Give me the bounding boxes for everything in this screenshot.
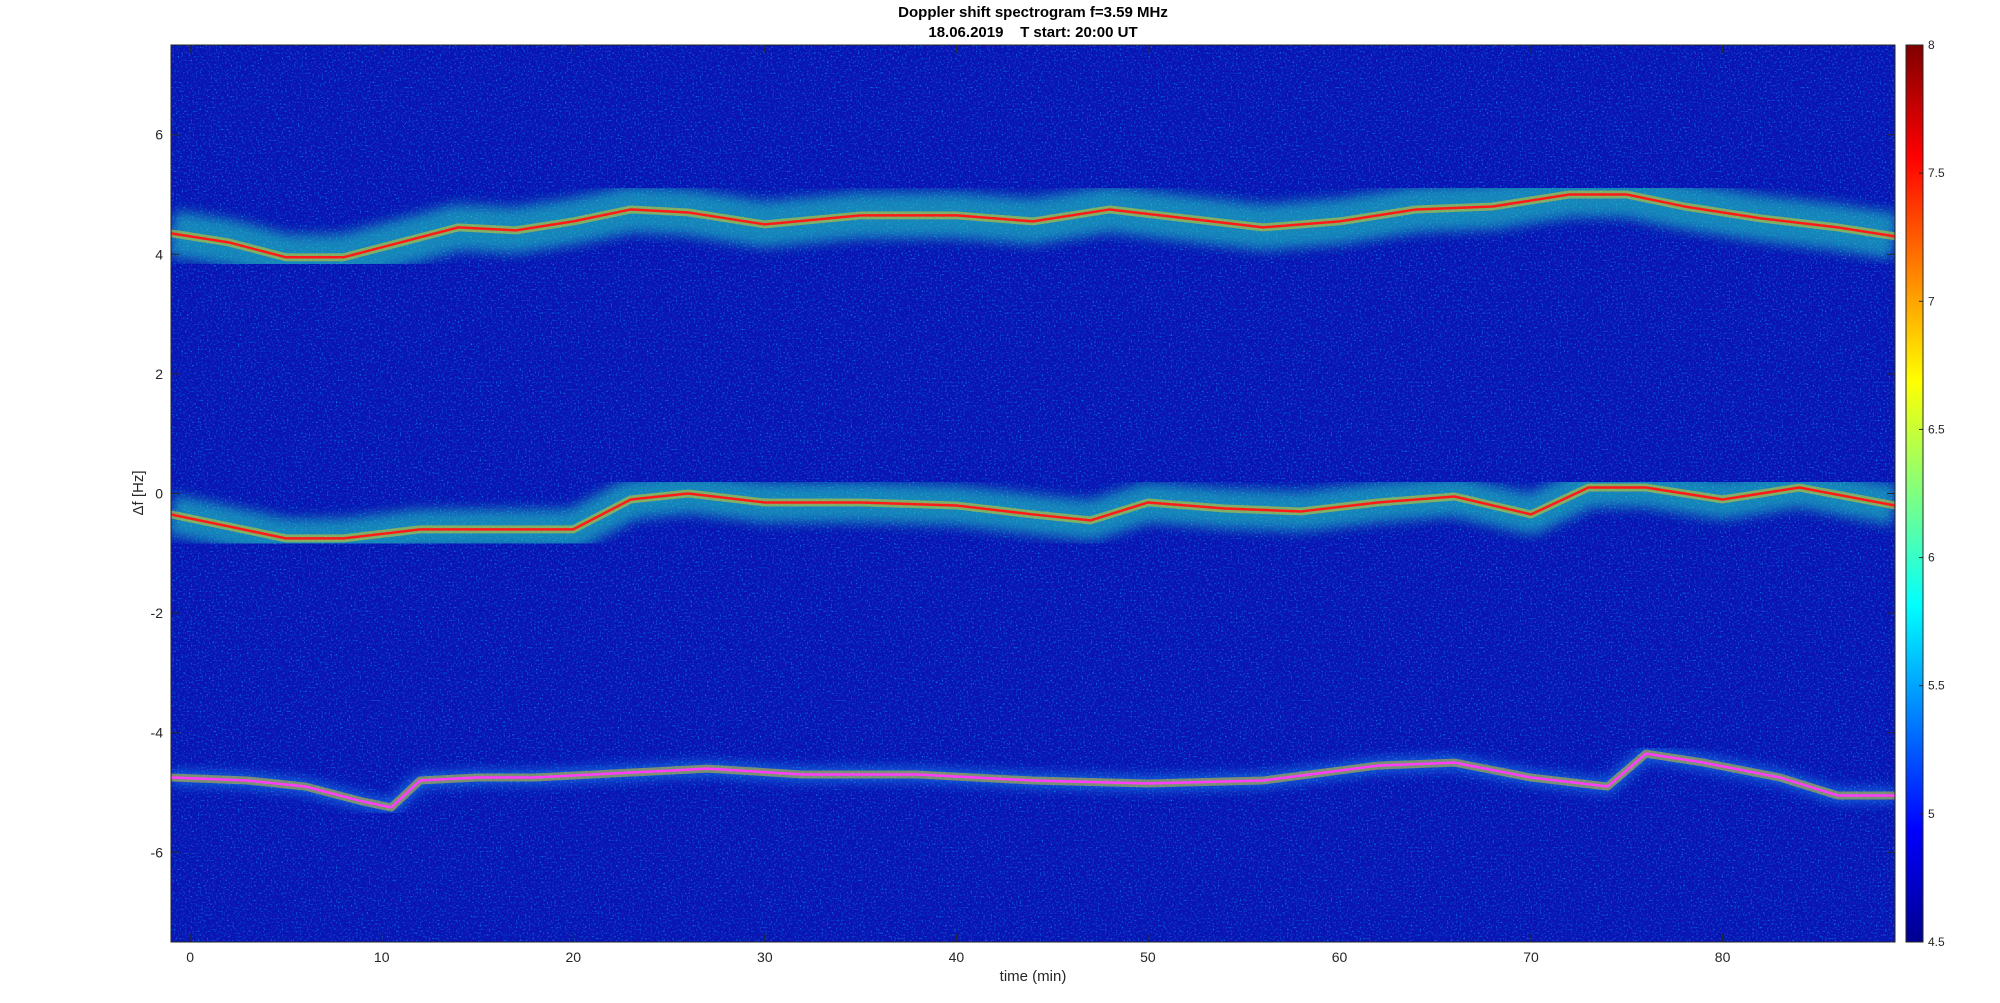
plot-area — [171, 45, 1895, 942]
y-axis-ticks: -6 -4 -2 0 2 4 6 — [151, 127, 1895, 860]
x-tick-label: 0 — [186, 949, 194, 965]
colorbar-ticks: 4.5 5 5.5 6 6.5 7 7.5 8 — [1919, 38, 1945, 949]
x-tick-label: 50 — [1140, 949, 1156, 965]
x-tick-label: 80 — [1715, 949, 1731, 965]
colorbar-tick-label: 7.5 — [1928, 166, 1945, 180]
colorbar-tick-label: 7 — [1928, 294, 1935, 308]
y-tick-label: 0 — [155, 486, 163, 502]
x-axis-label: time (min) — [1000, 968, 1067, 985]
x-tick-label: 30 — [757, 949, 773, 965]
x-tick-label: 70 — [1523, 949, 1539, 965]
chart-subtitle: 18.06.2019 T start: 20:00 UT — [928, 24, 1137, 41]
y-tick-label: 4 — [155, 246, 163, 262]
y-tick-label: -6 — [151, 844, 164, 860]
colorbar-tick-label: 4.5 — [1928, 935, 1945, 949]
signal-trace — [171, 193, 1895, 259]
x-tick-label: 20 — [565, 949, 581, 965]
chart-title: Doppler shift spectrogram f=3.59 MHz — [898, 4, 1168, 21]
y-tick-label: -2 — [151, 605, 164, 621]
y-tick-label: 6 — [155, 127, 163, 143]
colorbar-tick-label: 6.5 — [1928, 422, 1945, 436]
colorbar-tick-label: 5 — [1928, 807, 1935, 821]
x-tick-label: 40 — [949, 949, 965, 965]
y-tick-label: -4 — [151, 725, 164, 741]
y-tick-label: 2 — [155, 366, 163, 382]
signal-trace — [171, 486, 1895, 540]
x-tick-label: 10 — [374, 949, 390, 965]
colorbar-tick-label: 6 — [1928, 551, 1935, 565]
colorbar-tick-label: 8 — [1928, 38, 1935, 52]
colorbar-tick-label: 5.5 — [1928, 679, 1945, 693]
x-tick-label: 60 — [1332, 949, 1348, 965]
signal-trace — [171, 752, 1895, 809]
x-axis-ticks: 0 10 20 30 40 50 60 70 80 — [186, 45, 1731, 965]
signal-traces — [171, 193, 1895, 809]
y-axis-label: Δf [Hz] — [130, 470, 147, 515]
colorbar — [1905, 44, 1924, 943]
